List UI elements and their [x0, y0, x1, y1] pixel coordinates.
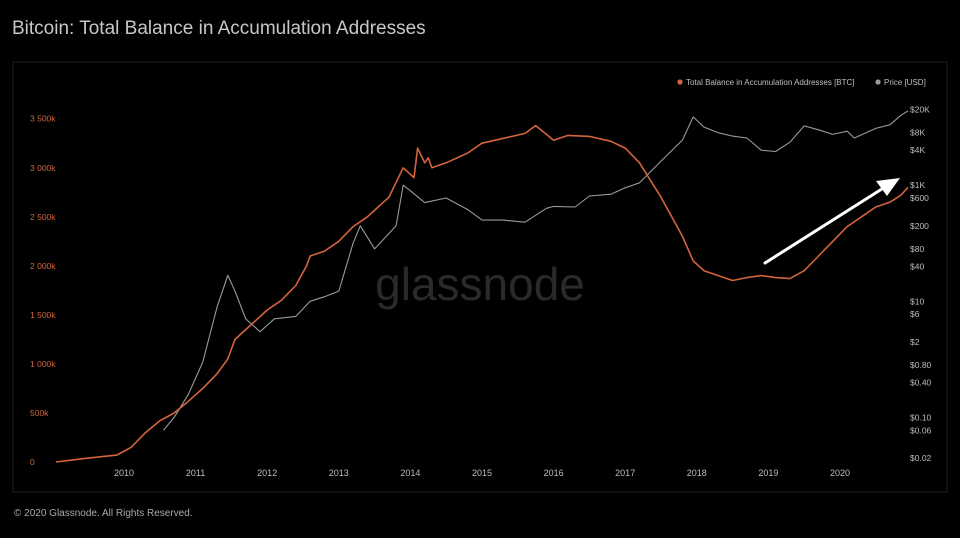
y-right-tick-label: $0.40 [910, 377, 932, 387]
x-tick-label: 2019 [758, 468, 778, 478]
watermark-text: glassnode [375, 258, 585, 310]
y-right-tick-label: $80 [910, 244, 924, 254]
x-tick-label: 2010 [114, 468, 134, 478]
y-right-tick-label: $4K [910, 145, 925, 155]
y-right-tick-label: $0.10 [910, 412, 932, 422]
y-right-tick-label: $8K [910, 128, 925, 138]
y-left-tick-label: 2 000k [30, 261, 56, 271]
legend-dot-price [875, 79, 881, 85]
legend-label-balance: Total Balance in Accumulation Addresses … [686, 78, 855, 87]
y-right-tick-label: $0.02 [910, 453, 932, 463]
arrow-line [763, 185, 887, 265]
y-right-tick-label: $200 [910, 221, 929, 231]
y-left-tick-label: 3 000k [30, 163, 56, 173]
y-right-tick-label: $0.80 [910, 360, 932, 370]
y-right-tick-label: $20K [910, 105, 930, 115]
y-right-tick-label: $0.06 [910, 425, 932, 435]
arrow-head [876, 178, 900, 196]
x-tick-label: 2011 [186, 468, 205, 478]
y-left-tick-label: 500k [30, 408, 49, 418]
x-tick-label: 2018 [687, 468, 707, 478]
y-left-tick-label: 1 000k [30, 359, 56, 369]
y-left-tick-label: 2 500k [30, 212, 56, 222]
x-tick-label: 2013 [329, 468, 349, 478]
price-series-line [162, 110, 909, 431]
x-tick-label: 2017 [615, 468, 635, 478]
x-tick-label: 2020 [830, 468, 850, 478]
y-right-tick-label: $600 [910, 193, 929, 203]
copyright-footer: © 2020 Glassnode. All Rights Reserved. [14, 508, 193, 519]
y-left-tick-label: 0 [30, 457, 35, 467]
x-tick-label: 2016 [544, 468, 564, 478]
x-tick-label: 2012 [257, 468, 277, 478]
y-right-tick-label: $2 [910, 337, 920, 347]
y-left-tick-label: 1 500k [30, 310, 56, 320]
legend-label-price: Price [USD] [884, 78, 926, 87]
y-right-tick-label: $40 [910, 261, 924, 271]
y-left-tick-label: 3 500k [30, 114, 56, 124]
y-right-tick-label: $1K [910, 180, 925, 190]
plot-frame [12, 61, 948, 493]
y-right-tick-label: $10 [910, 296, 924, 306]
x-tick-label: 2014 [400, 468, 420, 478]
legend-dot-balance [677, 79, 683, 85]
y-right-tick-label: $6 [910, 309, 920, 319]
balance-series-line [55, 124, 909, 463]
x-tick-label: 2015 [472, 468, 492, 478]
chart-title: Bitcoin: Total Balance in Accumulation A… [12, 18, 426, 39]
